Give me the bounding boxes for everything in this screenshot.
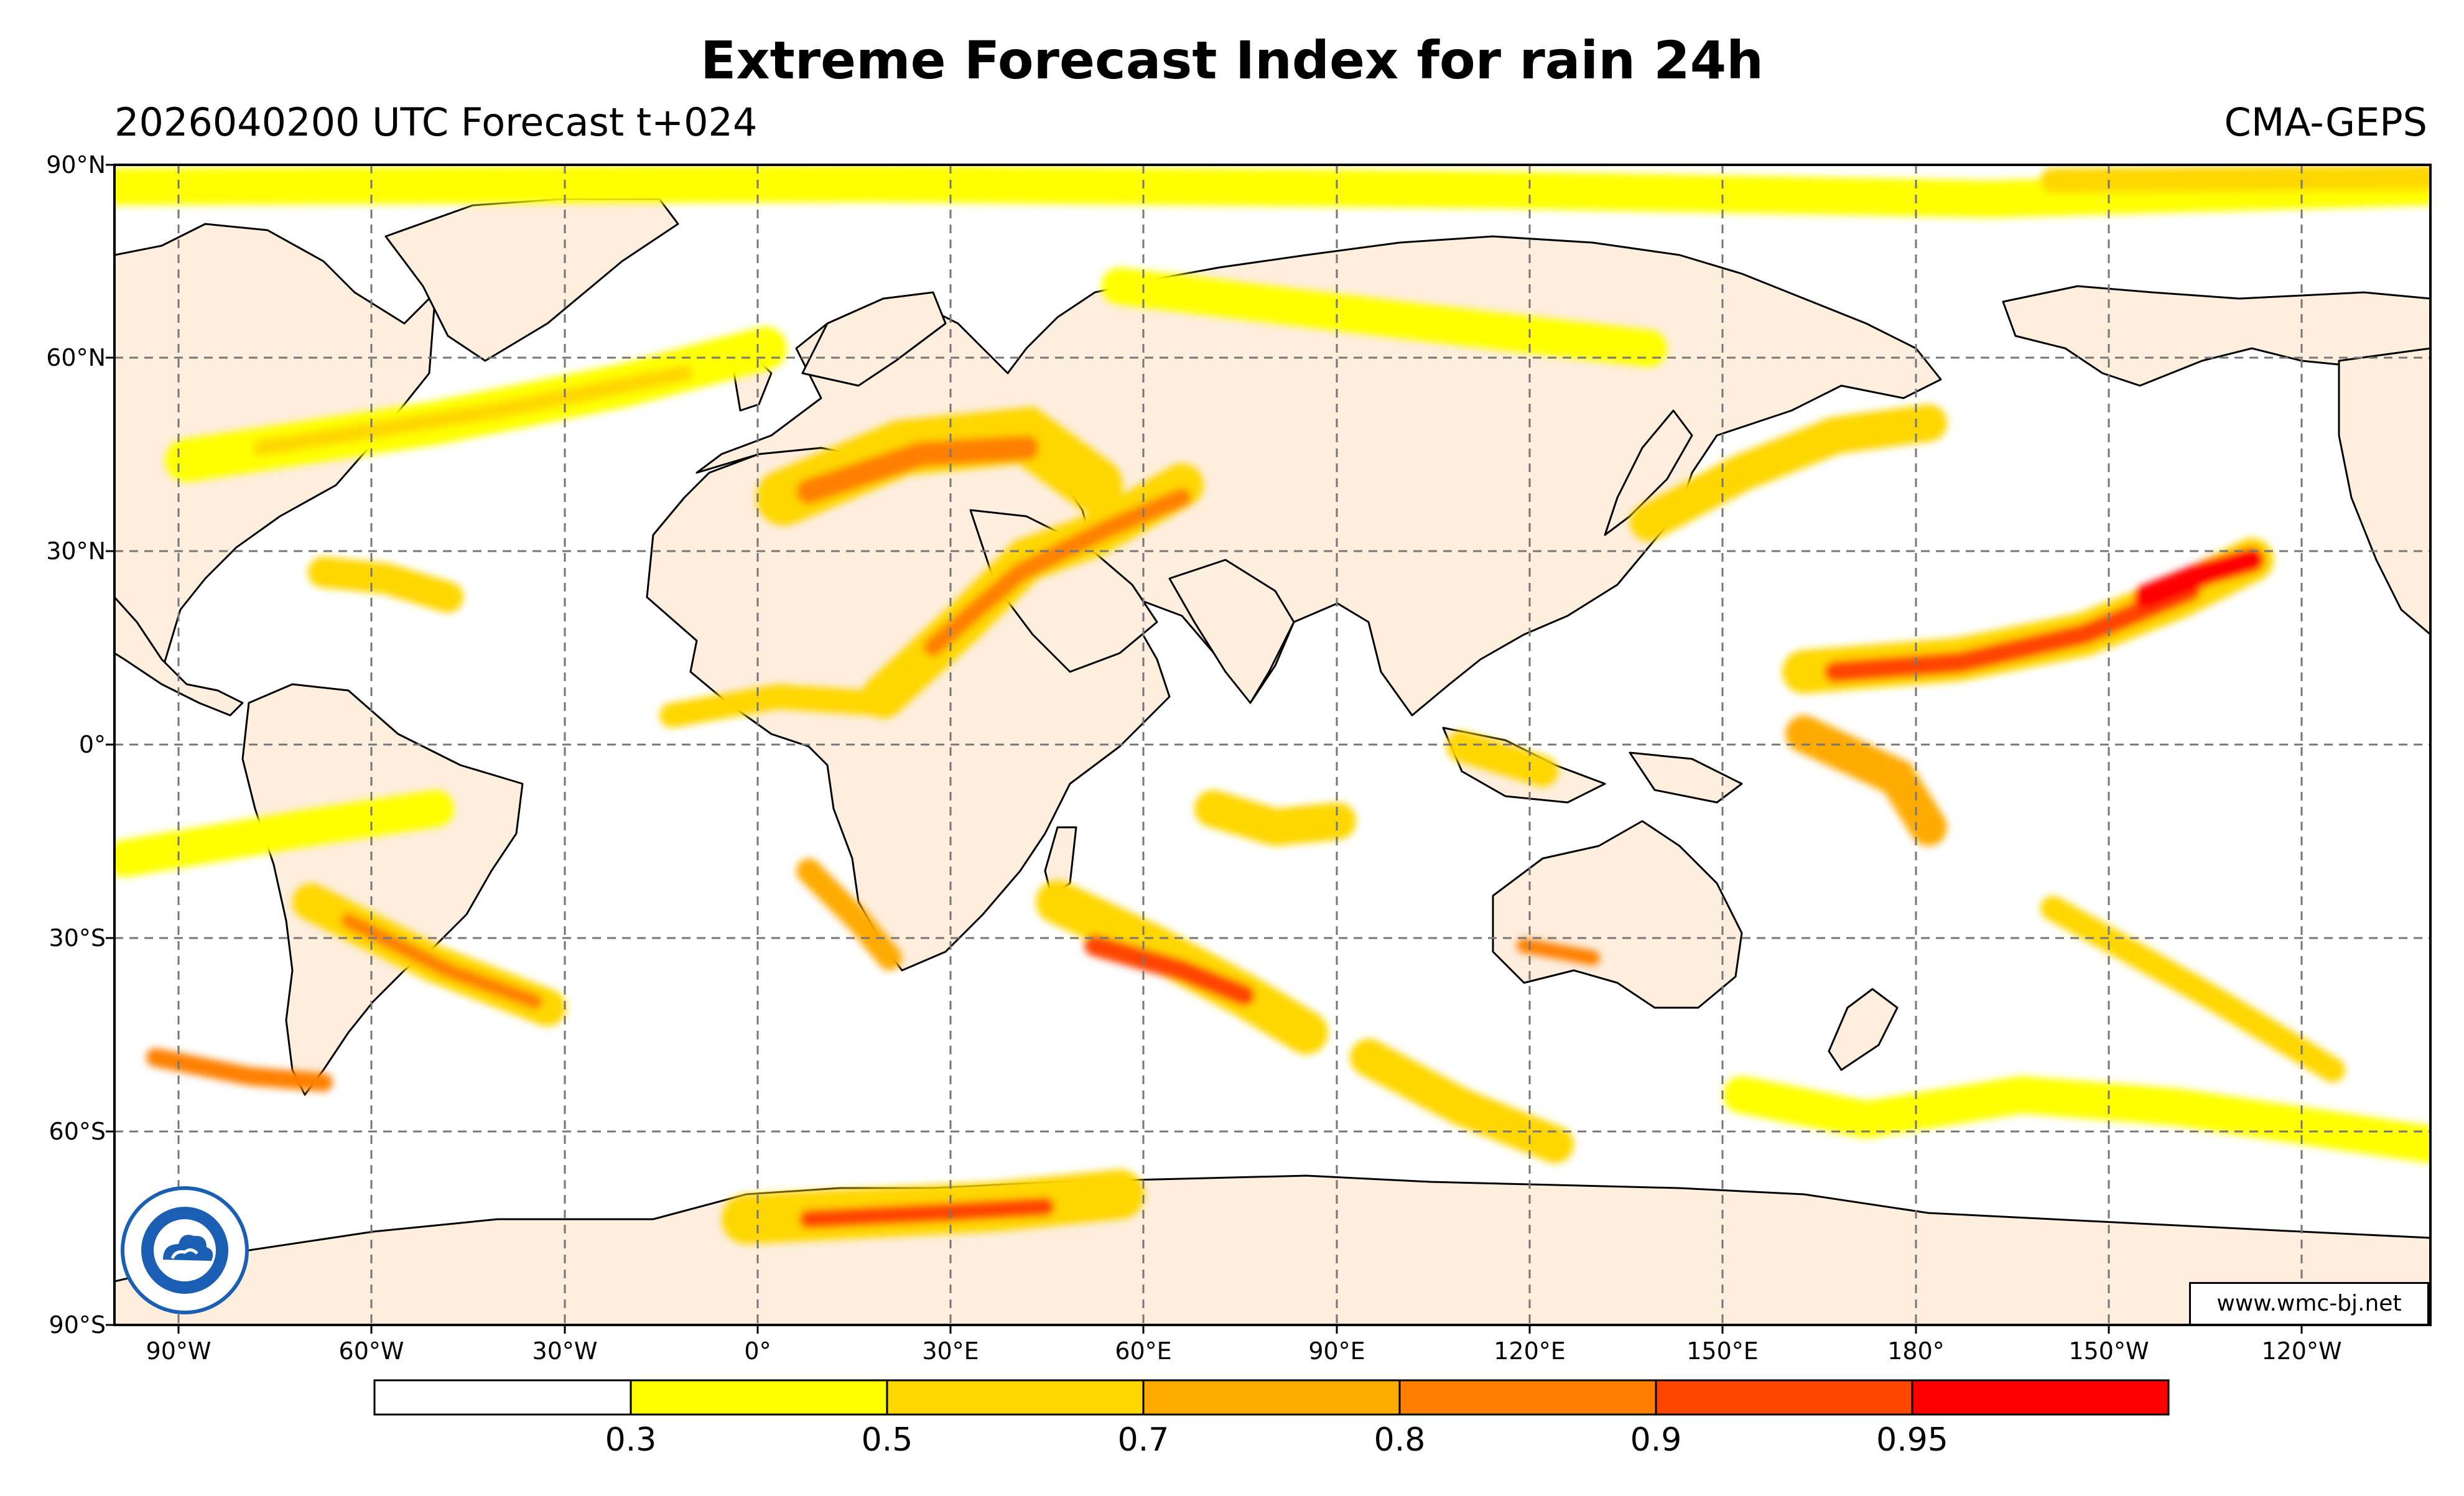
colorbar-label: 0.95	[1876, 1421, 1948, 1459]
colorbar-label: 0.5	[861, 1421, 913, 1459]
cma-logo-icon	[121, 1186, 249, 1314]
colorbar-segment	[1142, 1379, 1401, 1416]
colorbar-segment	[630, 1379, 888, 1416]
colorbar	[373, 1379, 2170, 1416]
efi-shading	[114, 165, 2430, 1244]
land-north-america-east	[2338, 347, 2430, 636]
land-new-zealand	[1828, 988, 1899, 1071]
efi-band-north-pacific	[1630, 404, 1947, 541]
graticule	[114, 165, 2430, 1325]
lon-label: 30°E	[922, 1337, 979, 1365]
efi-band-siberia	[1101, 267, 1667, 367]
lat-label: 90°S	[49, 1311, 106, 1339]
land-australia	[1492, 820, 1743, 1009]
efi-band-south-atlantic	[114, 790, 454, 877]
forecast-time-label: 2026040200 UTC Forecast t+024	[114, 100, 758, 145]
lon-label: 60°E	[1115, 1337, 1172, 1365]
land-japan	[1604, 409, 1693, 536]
lon-label: 120°W	[2261, 1337, 2342, 1365]
efi-band-indian-ocean	[1194, 790, 1356, 847]
efi-band-southern-pacific	[1723, 1076, 2430, 1163]
land-antarctica	[114, 1174, 2430, 1325]
lat-label: 60°N	[46, 344, 106, 371]
colorbar-segment	[886, 1379, 1145, 1416]
lat-label: 30°S	[49, 924, 106, 952]
land-india	[1168, 559, 1295, 704]
lon-label: 90°W	[146, 1337, 212, 1365]
lon-label: 180°	[1887, 1337, 1945, 1365]
colorbar-segment	[1911, 1379, 2170, 1416]
chart-title: Extreme Forecast Index for rain 24h	[700, 30, 1764, 91]
colorbar-segment	[1655, 1379, 1913, 1416]
lat-label: 30°N	[46, 537, 106, 565]
tick-marks	[106, 164, 2303, 1334]
colorbar-label: 0.8	[1374, 1421, 1426, 1459]
efi-band-europe-core	[796, 435, 1039, 504]
efi-band-north-atlantic-core	[253, 365, 692, 456]
efi-band-south-america-core	[341, 913, 542, 1009]
efi-band-south-africa	[796, 858, 902, 970]
lat-label: 0°	[78, 731, 106, 758]
colorbar-label: 0.3	[605, 1421, 657, 1459]
land-scandinavia	[801, 291, 947, 387]
lon-label: 120°E	[1494, 1337, 1566, 1365]
model-name-label: CMA-GEPS	[2224, 100, 2427, 145]
efi-band-drake	[146, 1048, 333, 1092]
lat-label: 90°N	[46, 151, 106, 179]
efi-band-equatorial-africa	[659, 684, 883, 728]
colorbar-segment	[373, 1379, 632, 1416]
colorbar-label: 0.9	[1630, 1421, 1682, 1459]
land-new-guinea	[1629, 751, 1743, 804]
efi-band-south-indian-core	[1084, 935, 1255, 1006]
efi-band-west-pacific	[1785, 715, 1947, 846]
lon-label: 90°E	[1308, 1337, 1365, 1365]
colorbar-segment	[1398, 1379, 1657, 1416]
efi-band-caribbean	[308, 557, 463, 613]
colorbar-label: 0.7	[1117, 1421, 1169, 1459]
land-south-america	[241, 683, 524, 1096]
efi-band-antarctica-core	[799, 1197, 1054, 1229]
efi-band-arctic-east	[2040, 165, 2430, 193]
efi-band-south-australia	[1517, 938, 1600, 965]
efi-band-hawaii-core	[2134, 547, 2264, 610]
lon-label: 30°W	[532, 1337, 598, 1365]
lon-label: 150°W	[2068, 1337, 2149, 1365]
efi-band-central-pacific-core	[1825, 580, 2200, 682]
lat-label: 60°S	[49, 1118, 106, 1145]
lon-label: 150°E	[1686, 1337, 1759, 1365]
credit-box: www.wmc-bj.net	[2189, 1282, 2429, 1326]
lon-label: 60°W	[338, 1337, 404, 1365]
lon-label: 0°	[744, 1337, 771, 1365]
land-alaska	[2002, 285, 2430, 387]
efi-band-arctic	[114, 165, 2430, 218]
